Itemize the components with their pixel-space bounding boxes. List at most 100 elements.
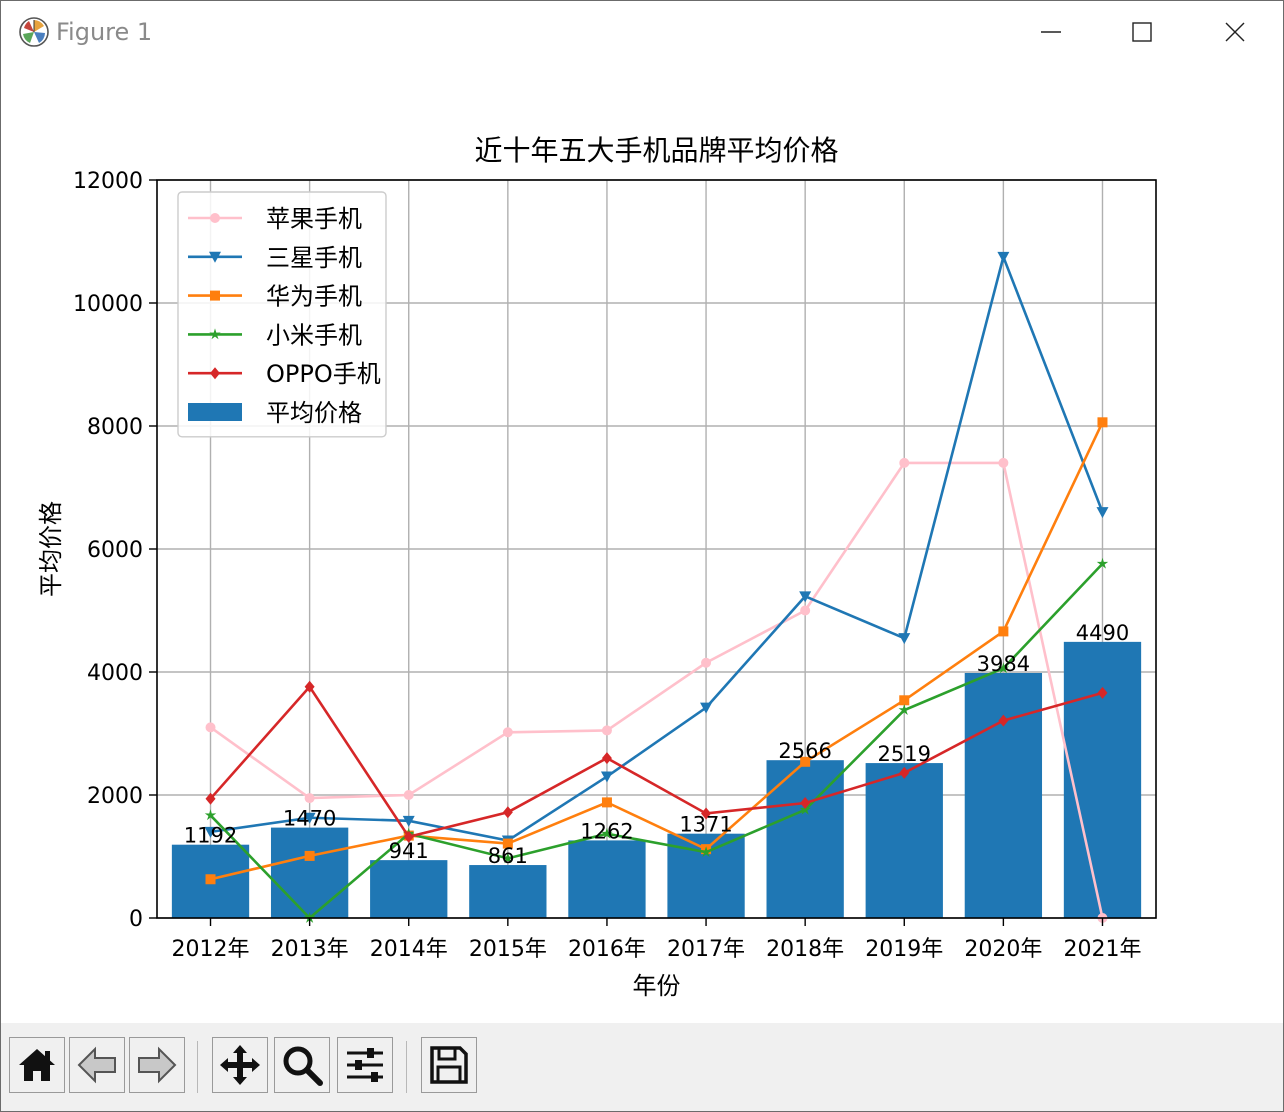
bar-value-label: 1192	[184, 824, 237, 848]
series-5-point	[205, 792, 216, 805]
magnifier-icon	[283, 1046, 323, 1086]
series-1-point	[601, 725, 612, 736]
x-tick-label: 2019年	[865, 937, 943, 962]
legend-label: 华为手机	[266, 283, 362, 311]
figure-canvas[interactable]: 1192 1470 941 861 1262 1371 2566 2519 3984 4490 0…	[1, 63, 1283, 1023]
series-1-point	[304, 793, 315, 804]
bar-value-label: 4490	[1076, 621, 1129, 645]
legend-swatch-marker	[210, 367, 220, 380]
chart-svg: 1192 1470 941 861 1262 1371 2566 2519 3984 4490 0…	[37, 134, 1157, 1000]
series-2-point	[204, 826, 217, 838]
series-5-point	[899, 766, 910, 779]
series-2-point	[402, 815, 415, 827]
x-tick-label: 2014年	[370, 937, 448, 962]
line-series	[204, 251, 1109, 923]
legend-swatch-marker	[210, 290, 220, 301]
series-4-point	[799, 803, 811, 815]
y-tick-label: 4000	[87, 661, 143, 686]
series-3-point	[998, 626, 1009, 637]
bar-value-label: 1371	[679, 813, 732, 837]
minimize-button[interactable]	[1021, 9, 1081, 55]
legend-swatch-bar	[188, 403, 242, 421]
title-bar[interactable]: Figure 1	[1, 1, 1283, 63]
y-tick-label: 6000	[87, 538, 143, 563]
close-icon	[1225, 22, 1245, 42]
series-1-point	[403, 790, 414, 800]
series-3-point	[304, 850, 315, 861]
series-line-3	[210, 421, 1104, 881]
window-title: Figure 1	[56, 18, 153, 46]
bar-value-label: 2519	[878, 742, 931, 766]
series-2-point	[997, 251, 1010, 263]
series-4-point	[700, 846, 712, 857]
move-icon	[220, 1045, 260, 1085]
x-tick-label: 2016年	[568, 937, 646, 962]
series-2-point	[898, 633, 911, 645]
toolbar-separator	[406, 1041, 407, 1093]
y-tick-label: 10000	[73, 292, 143, 317]
series-4-point	[997, 662, 1010, 674]
back-button[interactable]	[69, 1037, 125, 1093]
pan-button[interactable]	[212, 1037, 268, 1093]
y-tick-label: 8000	[87, 415, 143, 440]
legend-label: 平均价格	[266, 399, 362, 427]
series-4-point	[601, 827, 613, 839]
bar-5	[568, 840, 646, 918]
series-5-point	[1097, 686, 1108, 699]
series-2-point	[1096, 507, 1109, 519]
series-2-point	[303, 812, 316, 824]
bar-9	[964, 672, 1043, 918]
series-5-point	[304, 680, 315, 693]
maximize-button[interactable]	[1112, 9, 1172, 55]
series-1-point	[899, 457, 910, 468]
bar-8	[865, 763, 943, 918]
legend-box	[177, 191, 387, 438]
home-button[interactable]	[9, 1037, 65, 1093]
save-button[interactable]	[421, 1037, 477, 1093]
x-tick-label: 2021年	[1063, 937, 1141, 962]
close-button[interactable]	[1205, 9, 1265, 55]
legend-label: OPPO手机	[266, 360, 381, 388]
series-3-point	[899, 695, 910, 706]
axis-ticks: 0 2000 4000 6000 8000 10000 12000 2012年 2013年 201…	[73, 169, 1141, 962]
series-5-point	[701, 807, 712, 820]
forward-arrow-icon	[138, 1046, 177, 1084]
series-3-point	[800, 756, 811, 767]
y-axis-label: 平均价格	[37, 501, 65, 597]
sliders-icon	[347, 1048, 383, 1082]
matplotlib-logo-icon	[19, 17, 49, 47]
x-axis-label: 年份	[633, 972, 681, 1000]
x-tick-label: 2020年	[964, 937, 1042, 962]
configure-subplots-button[interactable]	[337, 1037, 393, 1093]
bar-value-label: 1470	[283, 807, 336, 831]
home-icon	[19, 1049, 55, 1081]
series-line-1	[209, 461, 1104, 919]
floppy-disk-icon	[430, 1046, 468, 1084]
bar-value-label: 941	[389, 839, 429, 863]
x-tick-label: 2018年	[766, 937, 844, 962]
bar-value-label: 2566	[778, 739, 831, 763]
series-2-point	[799, 591, 812, 603]
bar-3	[370, 860, 448, 918]
series-3-point	[601, 797, 612, 808]
zoom-button[interactable]	[274, 1037, 330, 1093]
series-1-point	[502, 727, 513, 738]
series-4-point	[898, 704, 910, 715]
bar-10	[1063, 641, 1142, 918]
navigation-toolbar	[1, 1023, 1283, 1111]
series-2-point	[700, 702, 713, 714]
minimize-icon	[1041, 31, 1061, 33]
series-3-point	[1097, 417, 1108, 428]
legend-label: 小米手机	[266, 321, 362, 349]
legend-swatch-marker	[209, 251, 221, 263]
legend-swatch-marker	[210, 213, 220, 223]
bar-value-label: 3984	[977, 652, 1030, 676]
forward-button[interactable]	[129, 1037, 185, 1093]
series-3-point	[502, 838, 513, 849]
maximize-icon	[1132, 22, 1152, 42]
bar-7	[766, 760, 844, 918]
y-tick-label: 12000	[73, 169, 143, 194]
bar-value-label: 1262	[580, 819, 633, 843]
